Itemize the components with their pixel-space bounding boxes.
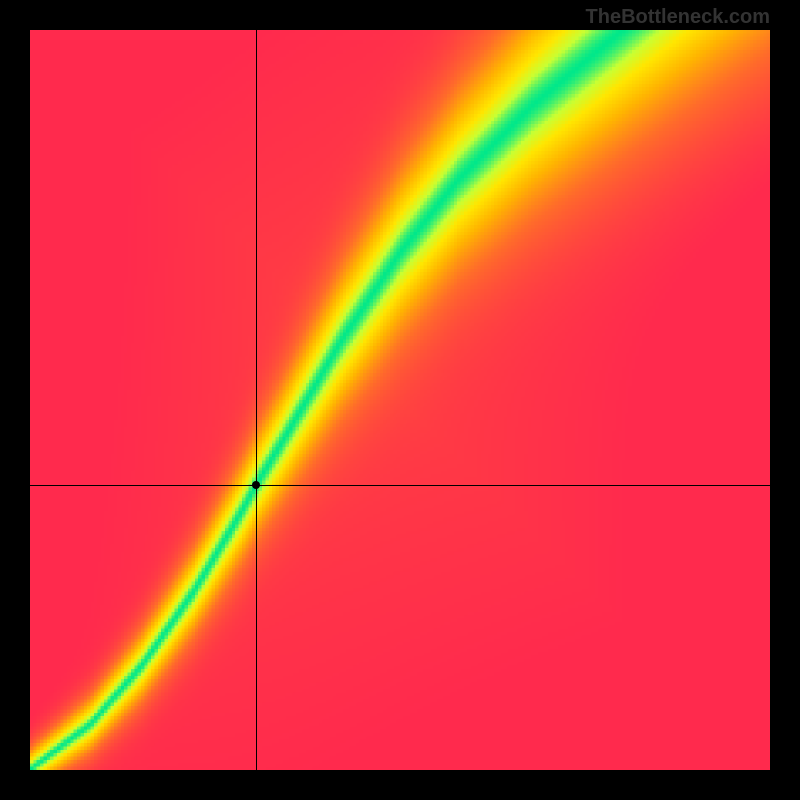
- heatmap-plot: [30, 30, 770, 770]
- chart-container: TheBottleneck.com: [0, 0, 800, 800]
- crosshair-vertical: [256, 30, 257, 770]
- watermark-text: TheBottleneck.com: [586, 6, 770, 29]
- heatmap-canvas: [30, 30, 770, 770]
- crosshair-marker: [252, 481, 260, 489]
- crosshair-horizontal: [30, 485, 770, 486]
